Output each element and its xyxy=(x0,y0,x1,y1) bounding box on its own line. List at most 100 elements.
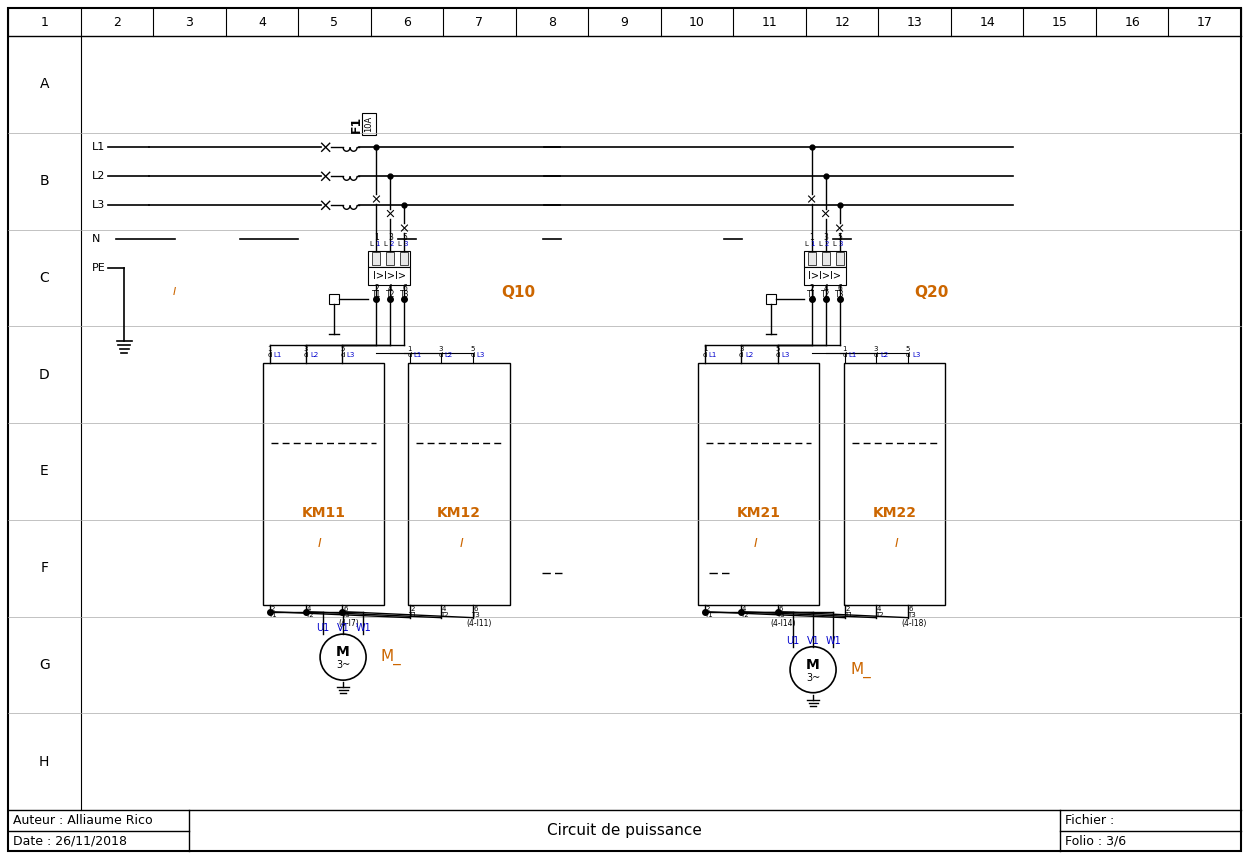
Text: 3: 3 xyxy=(739,346,743,352)
Text: V1: V1 xyxy=(337,623,350,633)
Bar xyxy=(368,251,411,267)
Text: KM12: KM12 xyxy=(437,506,481,520)
Text: d: d xyxy=(906,352,911,358)
Bar xyxy=(698,363,819,605)
Text: T3: T3 xyxy=(341,612,350,618)
Text: I: I xyxy=(318,538,322,551)
Text: L: L xyxy=(804,241,808,247)
Text: 5: 5 xyxy=(402,234,407,242)
Text: 1: 1 xyxy=(373,234,378,242)
Text: L1: L1 xyxy=(91,143,105,152)
Text: d: d xyxy=(340,352,345,358)
Text: L2: L2 xyxy=(746,352,753,358)
Text: T2: T2 xyxy=(386,290,395,299)
Bar xyxy=(822,252,829,265)
Text: W1: W1 xyxy=(826,636,841,646)
Text: A: A xyxy=(40,77,49,91)
Text: Fichier :: Fichier : xyxy=(1064,813,1114,826)
Text: 2: 2 xyxy=(112,15,121,28)
Text: d: d xyxy=(304,352,309,358)
Text: M: M xyxy=(336,645,350,659)
Text: 4: 4 xyxy=(877,606,882,612)
Text: 3: 3 xyxy=(403,241,407,247)
Text: d: d xyxy=(267,352,272,358)
Text: 8: 8 xyxy=(548,15,556,28)
Text: T1: T1 xyxy=(372,290,381,299)
Text: M_: M_ xyxy=(851,661,871,678)
Text: 6: 6 xyxy=(778,606,783,612)
Bar xyxy=(372,252,381,265)
Text: U1: U1 xyxy=(787,636,799,646)
Text: T1: T1 xyxy=(269,612,277,618)
Text: 1: 1 xyxy=(375,241,380,247)
Text: C: C xyxy=(40,271,49,285)
Text: 6: 6 xyxy=(402,284,407,293)
Text: 3~: 3~ xyxy=(806,673,821,683)
Text: 1: 1 xyxy=(843,346,847,352)
Bar xyxy=(836,252,843,265)
Text: I: I xyxy=(753,538,757,551)
Text: 3: 3 xyxy=(874,346,878,352)
Text: PE: PE xyxy=(91,263,105,273)
Text: F1: F1 xyxy=(350,115,363,132)
Text: 5: 5 xyxy=(471,346,475,352)
Text: T2: T2 xyxy=(440,612,448,618)
Text: Q10: Q10 xyxy=(501,285,536,300)
Bar xyxy=(766,294,776,304)
Text: KM11: KM11 xyxy=(301,506,346,520)
Text: 4: 4 xyxy=(257,15,266,28)
Text: 1: 1 xyxy=(267,346,272,352)
Text: L1: L1 xyxy=(274,352,282,358)
Text: 1: 1 xyxy=(809,234,814,242)
Text: 1: 1 xyxy=(407,346,412,352)
Bar xyxy=(808,252,816,265)
Text: T2: T2 xyxy=(305,612,313,618)
Bar xyxy=(843,363,945,605)
Text: T1: T1 xyxy=(703,612,712,618)
Text: L: L xyxy=(818,241,823,247)
Text: T3: T3 xyxy=(834,290,844,299)
Text: L3: L3 xyxy=(912,352,921,358)
Text: 2: 2 xyxy=(390,241,393,247)
Text: 3: 3 xyxy=(185,15,194,28)
Text: L2: L2 xyxy=(91,171,105,181)
Bar xyxy=(803,251,846,267)
Text: F: F xyxy=(40,561,49,576)
Text: N: N xyxy=(91,235,100,244)
Text: L2: L2 xyxy=(310,352,318,358)
Bar xyxy=(803,267,846,285)
Text: 2: 2 xyxy=(824,241,829,247)
Circle shape xyxy=(320,634,366,680)
Bar xyxy=(368,267,411,285)
Text: 11: 11 xyxy=(762,15,777,28)
Text: L1: L1 xyxy=(849,352,857,358)
Text: T3: T3 xyxy=(907,612,916,618)
Text: 2: 2 xyxy=(373,284,378,293)
Text: 17: 17 xyxy=(1197,15,1213,28)
Text: 14: 14 xyxy=(979,15,995,28)
Text: (4-I14): (4-I14) xyxy=(771,619,797,629)
Text: G: G xyxy=(39,658,50,672)
Text: 12: 12 xyxy=(834,15,851,28)
Text: I>I>I>: I>I>I> xyxy=(808,271,841,281)
Bar xyxy=(264,363,383,605)
Text: d: d xyxy=(776,352,779,358)
Bar xyxy=(386,252,395,265)
Text: 4: 4 xyxy=(388,284,393,293)
Text: 4: 4 xyxy=(823,284,828,293)
Bar xyxy=(330,294,340,304)
Text: 2: 2 xyxy=(809,284,814,293)
Text: L: L xyxy=(397,241,401,247)
Text: (4-I11): (4-I11) xyxy=(466,619,492,629)
Text: d: d xyxy=(843,352,847,358)
Text: Q20: Q20 xyxy=(914,285,949,300)
Text: 10A: 10A xyxy=(365,116,373,132)
Text: 3: 3 xyxy=(304,346,309,352)
Text: 3~: 3~ xyxy=(336,660,350,670)
Text: B: B xyxy=(40,174,49,188)
Text: 2: 2 xyxy=(411,606,415,612)
Text: 2: 2 xyxy=(846,606,851,612)
Text: L3: L3 xyxy=(782,352,789,358)
Text: L: L xyxy=(383,241,387,247)
Text: 9: 9 xyxy=(621,15,628,28)
